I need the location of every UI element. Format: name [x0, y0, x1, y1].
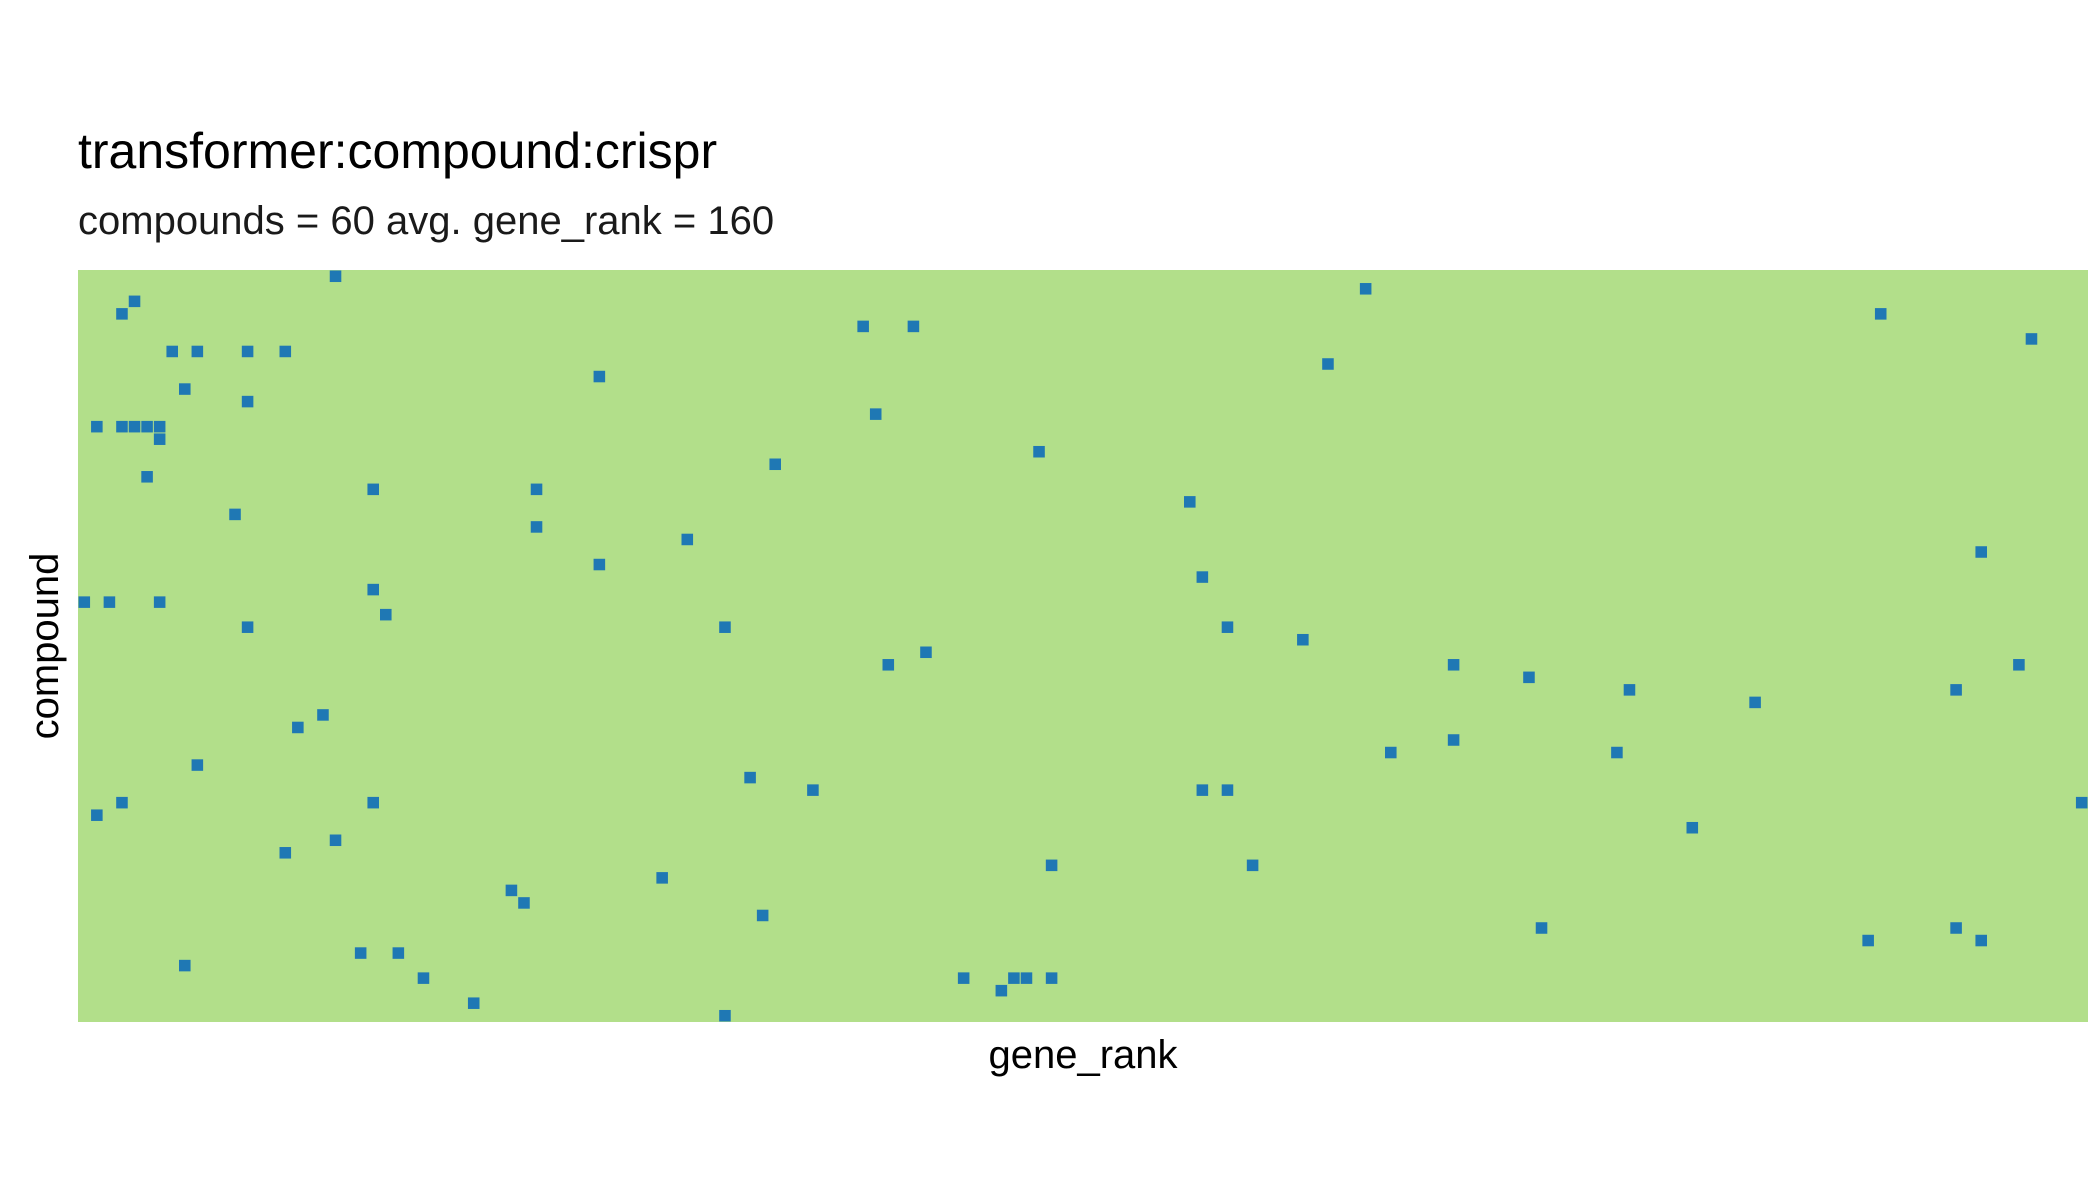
heatmap-cell [1950, 684, 1962, 696]
heatmap-cell [719, 621, 731, 633]
heatmap-cell [116, 796, 128, 809]
heatmap-cell [380, 608, 392, 621]
heatmap-cell [2075, 796, 2088, 809]
heatmap-cell [354, 947, 367, 959]
heatmap-cell [2013, 659, 2025, 671]
heatmap-cell [279, 847, 292, 859]
heatmap-cell [593, 370, 606, 383]
chart-subtitle: compounds = 60 avg. gene_rank = 160 [78, 199, 774, 243]
heatmap-cell [869, 408, 882, 420]
heatmap-cell [367, 483, 379, 496]
heatmap-cell [1221, 784, 1234, 796]
heatmap-cell [656, 872, 668, 884]
heatmap-cell [744, 771, 756, 784]
heatmap-cell [1686, 821, 1699, 834]
heatmap-cell [1950, 922, 1962, 934]
heatmap-cell [1297, 633, 1309, 646]
heatmap-cell [681, 533, 694, 546]
heatmap-cell [1246, 859, 1259, 872]
heatmap-cell [1196, 784, 1209, 796]
heatmap-cell [1196, 571, 1209, 583]
heatmap-cell [317, 709, 329, 721]
heatmap-cell [530, 483, 543, 496]
heatmap-cells [78, 270, 2088, 1022]
heatmap-cell [103, 596, 116, 608]
heatmap-cell [1045, 972, 1058, 984]
heatmap-cell [329, 834, 342, 847]
heatmap-cell [518, 897, 530, 909]
heatmap-cell [1535, 922, 1548, 934]
heatmap-cell [91, 420, 103, 433]
heatmap-cell [1184, 496, 1196, 508]
heatmap-cell [593, 558, 606, 571]
heatmap-cell [417, 972, 430, 984]
heatmap-cell [907, 320, 920, 333]
heatmap-cell [1611, 746, 1623, 759]
heatmap-cell [367, 583, 379, 596]
heatmap-cell [1322, 358, 1334, 370]
heatmap-cell [279, 345, 292, 358]
heatmap-cell [1385, 746, 1397, 759]
heatmap-cell [807, 784, 819, 796]
heatmap-cell [392, 947, 405, 959]
heatmap-cell [229, 508, 241, 521]
heatmap-cell [241, 621, 254, 633]
heatmap-cell [78, 596, 91, 608]
heatmap-cell [1749, 696, 1761, 709]
heatmap-cell [920, 646, 932, 659]
heatmap-cell [153, 420, 166, 433]
heatmap-cell [719, 1009, 731, 1022]
heatmap-cell [141, 471, 153, 483]
heatmap-cell [329, 270, 342, 283]
heatmap-cell [153, 433, 166, 445]
heatmap-cell [1862, 934, 1874, 947]
heatmap-cell [857, 320, 869, 333]
heatmap-cell [166, 345, 178, 358]
heatmap-cell [467, 997, 480, 1009]
heatmap-cell [530, 521, 543, 533]
heatmap-cell [1447, 659, 1460, 671]
heatmap-cell [91, 809, 103, 821]
heatmap-cell [128, 295, 141, 308]
heatmap-cell [116, 308, 128, 320]
x-axis-label: gene_rank [988, 1033, 1178, 1077]
heatmap-cell [191, 759, 204, 771]
heatmap-cell [241, 395, 254, 408]
heatmap-cell [957, 972, 970, 984]
heatmap-cell [1447, 734, 1460, 746]
chart-title: transformer:compound:crispr [78, 123, 717, 179]
heatmap-panel [78, 270, 2088, 1022]
heatmap-cell [995, 984, 1008, 997]
heatmap-cell [1975, 934, 1987, 947]
heatmap-cell [292, 721, 304, 734]
heatmap-cell [1874, 308, 1887, 320]
heatmap-cell [153, 596, 166, 608]
heatmap-cell [367, 796, 379, 809]
heatmap-cell [1008, 972, 1020, 984]
heatmap-cell [1359, 283, 1372, 295]
heatmap-cell [1020, 972, 1033, 984]
heatmap-cell [191, 345, 204, 358]
heatmap-cell [128, 420, 141, 433]
heatmap-cell [1623, 684, 1636, 696]
heatmap-cell [1221, 621, 1234, 633]
heatmap-cell [179, 959, 191, 972]
heatmap-cell [505, 884, 518, 897]
heatmap-cell [769, 458, 781, 471]
heatmap-cell [241, 345, 254, 358]
heatmap-cell [882, 659, 895, 671]
heatmap-cell [1033, 445, 1045, 458]
y-axis-label: compound [23, 553, 67, 740]
heatmap-cell [1045, 859, 1058, 872]
heatmap-cell [756, 909, 769, 922]
heatmap-cell [2025, 333, 2038, 345]
heatmap-cell [1523, 671, 1535, 684]
heatmap-cell [179, 383, 191, 395]
heatmap-cell [116, 420, 128, 433]
heatmap-cell [1975, 546, 1987, 558]
heatmap-cell [141, 420, 153, 433]
